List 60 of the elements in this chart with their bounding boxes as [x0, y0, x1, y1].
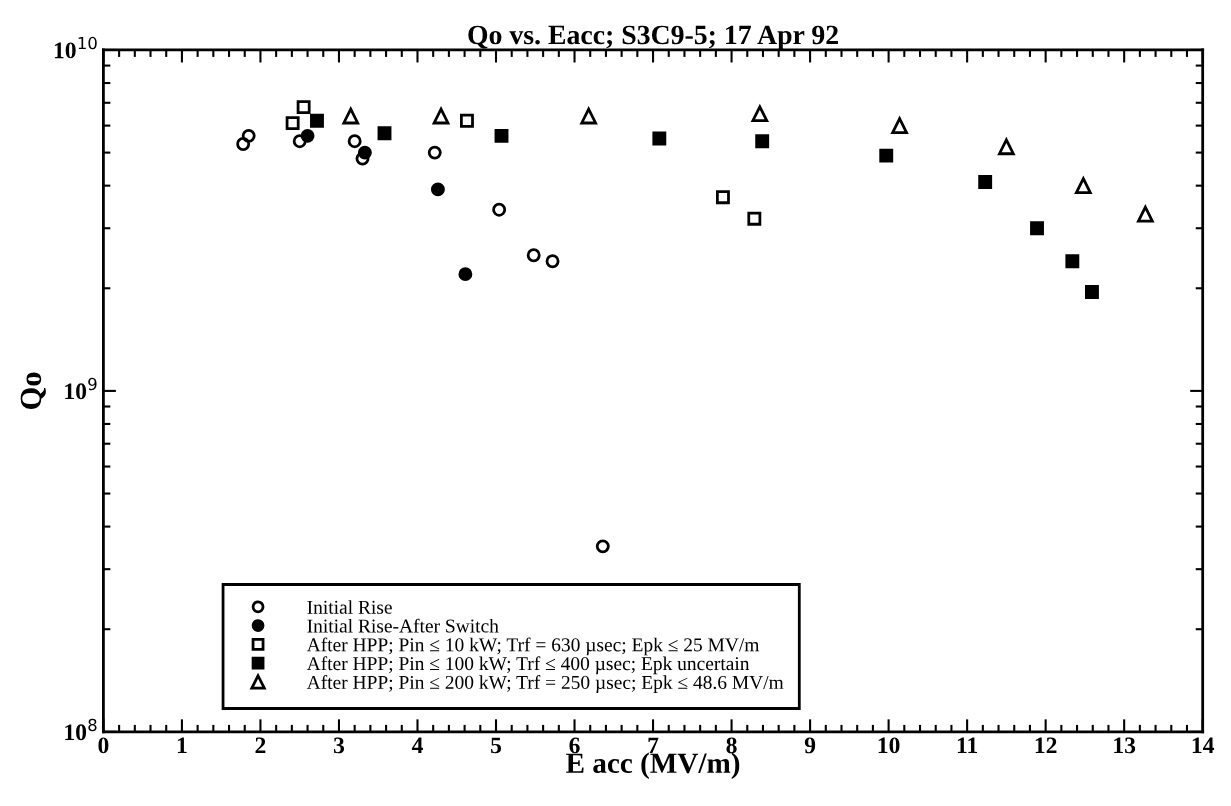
point — [460, 113, 474, 128]
point — [285, 116, 300, 131]
point — [1065, 254, 1080, 269]
point — [879, 148, 894, 163]
point — [715, 190, 730, 205]
point — [342, 107, 360, 125]
point — [1137, 205, 1154, 223]
x-tick-label: 0 — [98, 737, 109, 754]
legend-label: After HPP; Pin ≤ 200 kW; Trf = 250 µsec; Epk ≤ 48.6 MV/m — [306, 675, 784, 693]
point — [494, 128, 509, 143]
x-axis-title: E acc (MV/m) — [566, 752, 740, 780]
point — [427, 145, 442, 160]
point — [891, 117, 908, 134]
y-tick-label: 10$^{9}$ — [65, 377, 97, 400]
point — [755, 134, 770, 149]
point — [236, 137, 251, 151]
point — [751, 105, 769, 123]
legend-label: Initial Rise — [307, 600, 392, 614]
point — [492, 202, 507, 217]
x-tick-label: 3 — [333, 737, 345, 754]
y-tick-label: 10$^{8}$ — [65, 718, 97, 741]
point — [545, 254, 560, 269]
x-tick-label: 4 — [411, 737, 423, 754]
legend-label: After HPP; Pin ≤ 10 kW; Trf = 630 µsec; Epk ≤ 25 MV/m — [306, 637, 760, 656]
point — [292, 134, 307, 149]
x-tick-label: 11 — [957, 737, 978, 754]
x-tick-label: 9 — [804, 737, 816, 754]
x-tick-label: 1 — [177, 737, 187, 754]
x-tick-label: 7 — [648, 737, 659, 754]
point — [430, 182, 445, 197]
legend-label: After HPP; Pin ≤ 100 kW; Trf ≤ 400 µsec; Epk uncertain — [306, 656, 750, 675]
point — [580, 107, 597, 125]
point — [347, 134, 362, 149]
x-tick-label: 13 — [1114, 737, 1136, 754]
x-tick-label: 14 — [1192, 737, 1215, 754]
point — [652, 131, 667, 146]
x-tick-label: 6 — [569, 737, 580, 754]
point — [998, 138, 1015, 156]
x-tick-label: 10 — [878, 737, 900, 754]
point — [310, 113, 324, 128]
point — [526, 248, 541, 263]
point — [296, 100, 311, 115]
point — [747, 211, 762, 226]
point — [1030, 221, 1044, 236]
y-axis-title: Qo — [20, 372, 46, 409]
point — [241, 128, 256, 143]
y-tick-label: 10$^{10}$ — [54, 36, 97, 59]
point — [458, 267, 473, 282]
point — [377, 126, 392, 141]
point — [595, 539, 610, 554]
chart-title: Qo vs. Eacc; S3C9-5; 17 Apr 92 — [468, 25, 838, 50]
point — [978, 175, 993, 189]
legend-label: Initial Rise-After Switch — [307, 618, 499, 633]
x-tick-label: 2 — [255, 737, 266, 754]
x-tick-label: 12 — [1035, 737, 1057, 754]
point — [1075, 177, 1092, 194]
x-tick-label: 8 — [726, 737, 737, 754]
point — [432, 107, 450, 125]
x-tick-label: 5 — [491, 737, 502, 754]
point — [1085, 285, 1099, 299]
